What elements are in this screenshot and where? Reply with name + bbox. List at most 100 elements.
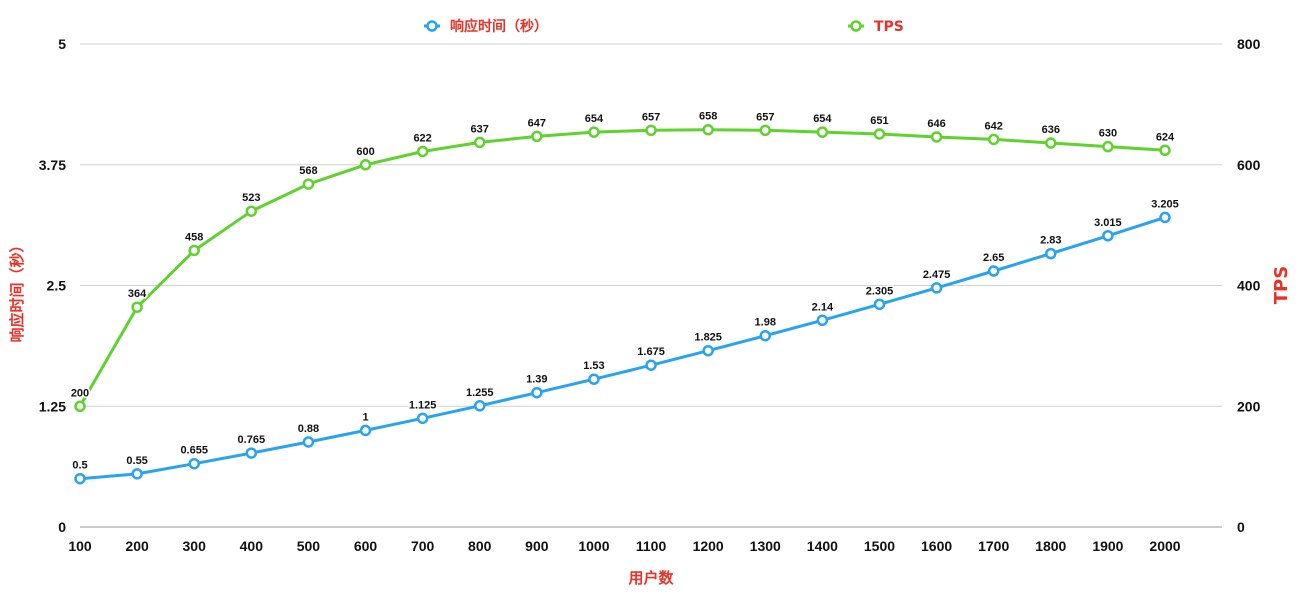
- response-time-point[interactable]: [818, 316, 827, 325]
- response-time-point[interactable]: [932, 283, 941, 292]
- response-time-point[interactable]: [76, 474, 85, 483]
- y-left-tick-label: 5: [58, 36, 66, 52]
- tps-point[interactable]: [932, 132, 941, 141]
- tps-point[interactable]: [361, 160, 370, 169]
- tps-data-label: 630: [1099, 128, 1117, 140]
- x-tick-label: 500: [297, 538, 321, 554]
- response-time-data-label: 3.015: [1094, 217, 1122, 229]
- y-right-tick-label: 0: [1237, 519, 1245, 535]
- response-time-point[interactable]: [532, 388, 541, 397]
- response-time-point[interactable]: [475, 401, 484, 410]
- response-time-point[interactable]: [418, 414, 427, 423]
- tps-data-label: 200: [71, 387, 89, 399]
- tps-data-label: 658: [699, 111, 717, 123]
- y-right-tick-label: 200: [1237, 398, 1261, 414]
- tps-data-label: 458: [185, 231, 203, 243]
- x-tick-label: 800: [468, 538, 492, 554]
- legend-item-response-time[interactable]: 响应时间（秒）: [424, 18, 548, 35]
- response-time-data-label: 0.655: [180, 445, 208, 457]
- response-time-data-label: 2.14: [812, 301, 834, 313]
- response-time-data-label: 2.475: [923, 269, 951, 281]
- response-time-data-label: 1.98: [755, 317, 776, 329]
- response-time-data-label: 0.765: [238, 434, 266, 446]
- tps-data-label: 568: [299, 165, 317, 177]
- response-time-data-label: 1: [362, 411, 368, 423]
- tps-data-label: 636: [1042, 124, 1060, 136]
- response-time-data-label: 1.39: [526, 374, 547, 386]
- x-tick-label: 1200: [693, 538, 724, 554]
- tps-point[interactable]: [647, 126, 656, 135]
- response-time-point[interactable]: [1103, 231, 1112, 240]
- x-axis-title: 用户数: [628, 569, 674, 587]
- tps-point[interactable]: [1161, 146, 1170, 155]
- response-time-point[interactable]: [589, 375, 598, 384]
- x-tick-label: 1700: [978, 538, 1009, 554]
- response-time-point[interactable]: [361, 426, 370, 435]
- response-time-point[interactable]: [1046, 249, 1055, 258]
- tps-point[interactable]: [818, 128, 827, 137]
- tps-data-label: 654: [585, 113, 604, 125]
- tps-point[interactable]: [133, 303, 142, 312]
- tps-point[interactable]: [1103, 142, 1112, 151]
- tps-point[interactable]: [1046, 139, 1055, 148]
- tps-point[interactable]: [418, 147, 427, 156]
- x-tick-label: 1500: [864, 538, 895, 554]
- tps-point[interactable]: [304, 180, 313, 189]
- tps-data-label: 657: [756, 111, 774, 123]
- tps-data-label: 657: [642, 111, 660, 123]
- legend-item-tps[interactable]: TPS: [848, 19, 904, 35]
- response-time-data-label: 2.305: [866, 285, 894, 297]
- tps-point[interactable]: [989, 135, 998, 144]
- response-time-point[interactable]: [304, 437, 313, 446]
- tps-point[interactable]: [532, 132, 541, 141]
- response-time-data-label: 1.825: [694, 332, 722, 344]
- response-time-data-label: 0.88: [298, 423, 319, 435]
- response-time-point[interactable]: [1161, 213, 1170, 222]
- response-time-data-label: 3.205: [1151, 198, 1179, 210]
- y-left-tick-label: 1.25: [39, 398, 66, 414]
- x-tick-label: 1000: [578, 538, 609, 554]
- response-time-point[interactable]: [647, 361, 656, 370]
- response-time-point[interactable]: [761, 331, 770, 340]
- tps-point[interactable]: [475, 138, 484, 147]
- x-tick-label: 700: [411, 538, 435, 554]
- tps-data-label: 364: [128, 288, 147, 300]
- x-tick-label: 600: [354, 538, 378, 554]
- y-right-tick-label: 800: [1237, 36, 1261, 52]
- response-time-point[interactable]: [247, 449, 256, 458]
- x-tick-label: 200: [125, 538, 149, 554]
- tps-data-label: 646: [927, 118, 945, 130]
- response-time-data-label: 1.255: [466, 387, 494, 399]
- response-time-point[interactable]: [704, 346, 713, 355]
- response-time-data-label: 0.55: [126, 455, 147, 467]
- tps-point[interactable]: [589, 128, 598, 137]
- response-time-point[interactable]: [875, 300, 884, 309]
- y-left-tick-label: 3.75: [39, 157, 66, 173]
- x-tick-label: 1100: [636, 538, 667, 554]
- tps-point[interactable]: [247, 207, 256, 216]
- tps-point[interactable]: [761, 126, 770, 135]
- y-right-tick-label: 600: [1237, 157, 1261, 173]
- response-time-point[interactable]: [989, 267, 998, 276]
- response-time-point[interactable]: [190, 459, 199, 468]
- x-tick-label: 2000: [1149, 538, 1180, 554]
- response-time-point[interactable]: [133, 469, 142, 478]
- x-tick-label: 300: [183, 538, 207, 554]
- x-tick-label: 1800: [1035, 538, 1066, 554]
- chart: 0 01.25 2002.5 4003.75 6005 800100 200 300 400 50…: [0, 0, 1302, 601]
- series: [76, 125, 1170, 483]
- tps-point[interactable]: [875, 129, 884, 138]
- tps-data-label: 651: [870, 115, 888, 127]
- legend-label-response-time: 响应时间（秒）: [450, 18, 548, 35]
- response-time-data-label: 1.53: [583, 360, 604, 372]
- response-time-data-label: 2.65: [983, 252, 1004, 264]
- legend: 响应时间（秒） TPS: [424, 18, 904, 35]
- x-tick-label: 1600: [921, 538, 952, 554]
- tps-point[interactable]: [190, 246, 199, 255]
- x-tick-label: 1400: [807, 538, 838, 554]
- tps-point[interactable]: [704, 125, 713, 134]
- tps-data-label: 647: [528, 117, 546, 129]
- tps-point[interactable]: [76, 402, 85, 411]
- tps-data-label: 642: [985, 120, 1003, 132]
- tps-data-label: 523: [242, 192, 260, 204]
